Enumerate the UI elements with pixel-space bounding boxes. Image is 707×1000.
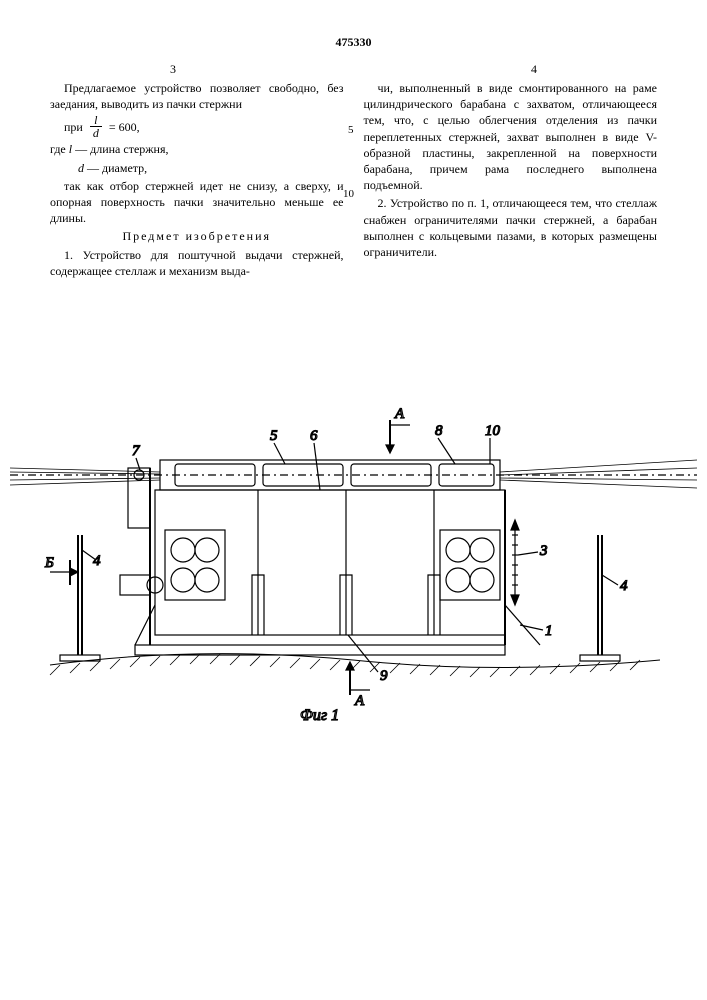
right-p1: чи, выполненный в виде смонтированного н… [364, 80, 658, 193]
left-p4: так как отбор стержней идет не снизу, а … [50, 178, 344, 227]
patent-number: 475330 [336, 35, 372, 50]
fraction: l d [89, 114, 103, 139]
section-B-label: Б [44, 555, 54, 571]
label-3: 3 [539, 543, 548, 559]
label-9: 9 [380, 668, 388, 684]
label-4-right: 4 [620, 578, 628, 594]
subject-header: Предмет изобретения [50, 228, 344, 244]
label-8: 8 [435, 423, 443, 439]
column-number-left: 3 [170, 62, 176, 77]
formula-eq: = 600, [109, 119, 140, 135]
label-5: 5 [270, 428, 278, 444]
label-1: 1 [545, 623, 553, 639]
label-4-left: 4 [93, 553, 101, 569]
figure-1: Б [0, 360, 707, 780]
figure-svg: Б [0, 360, 707, 780]
label-10: 10 [485, 423, 501, 439]
left-column: Предлагаемое устройство позволяет свобод… [50, 80, 344, 281]
column-number-right: 4 [531, 62, 537, 77]
left-p1: Предлагаемое устройство позволяет свобод… [50, 80, 344, 112]
claim1-left: 1. Устройство для поштучной выдачи стерж… [50, 247, 344, 279]
where-d: d — диаметр, [50, 160, 344, 176]
section-A-bottom: А [354, 693, 365, 709]
figure-caption: Фиг 1 [300, 707, 339, 724]
section-A-top: А [394, 406, 405, 422]
where-l: где l — длина стержня, [50, 141, 344, 157]
fraction-den: d [89, 127, 103, 139]
right-p2: 2. Устройство по п. 1, отличающееся тем,… [364, 195, 658, 260]
text-columns: Предлагаемое устройство позволяет свобод… [50, 80, 657, 281]
formula: при l d = 600, [64, 114, 344, 139]
label-6: 6 [310, 428, 318, 444]
formula-prefix: при [64, 119, 83, 135]
right-column: чи, выполненный в виде смонтированного н… [364, 80, 658, 281]
label-7: 7 [132, 443, 141, 459]
